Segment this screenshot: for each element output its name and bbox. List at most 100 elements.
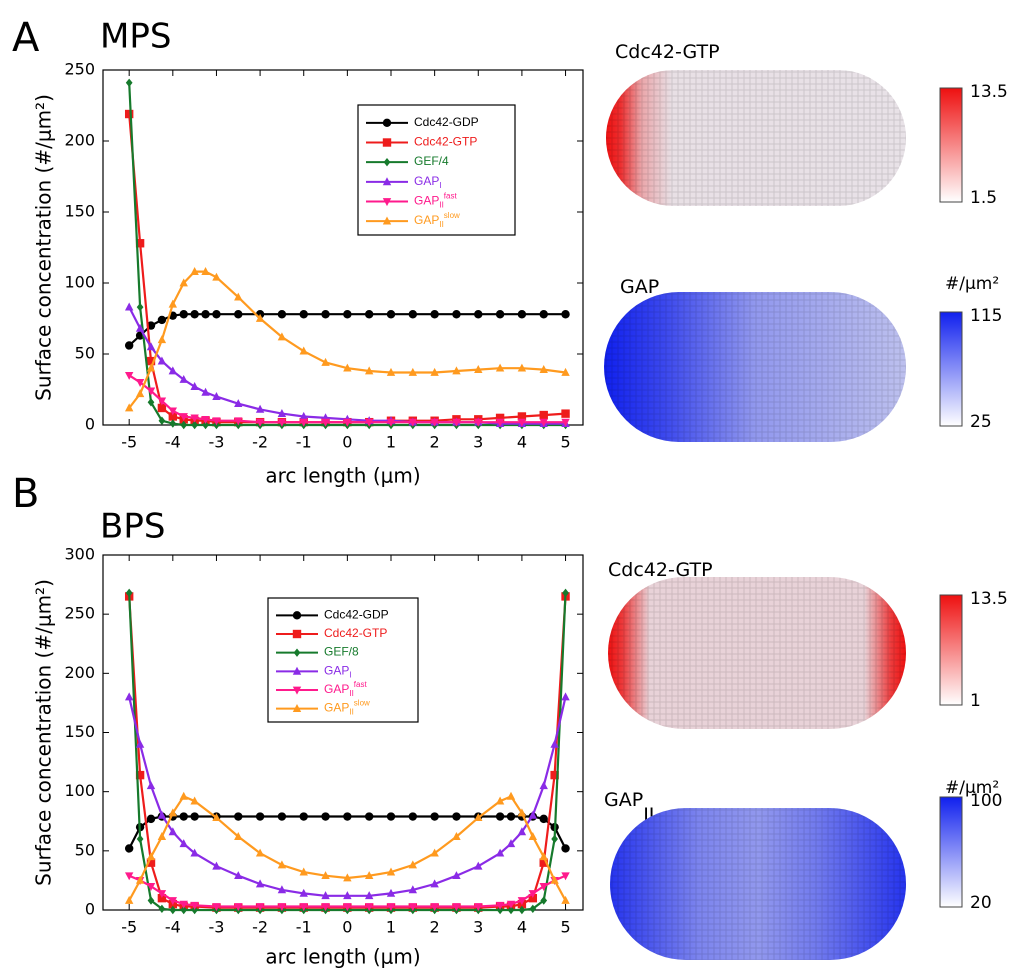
marker <box>190 848 199 857</box>
marker <box>201 310 210 319</box>
panel-label: B <box>12 471 39 517</box>
x-tick-label: 3 <box>473 918 483 937</box>
marker <box>539 310 548 319</box>
x-tick-label: -1 <box>296 918 312 937</box>
marker <box>277 332 287 341</box>
marker <box>474 813 483 822</box>
marker <box>430 812 439 821</box>
y-tick-label: 50 <box>75 344 95 363</box>
marker <box>299 310 308 319</box>
y-tick-label: 300 <box>64 545 95 564</box>
marker <box>201 267 210 275</box>
marker <box>539 852 548 861</box>
y-tick-label: 0 <box>85 900 95 919</box>
rendering-title-main: GAP <box>620 276 659 298</box>
marker <box>539 858 548 867</box>
marker <box>495 812 505 821</box>
marker <box>299 418 308 427</box>
marker <box>506 812 516 821</box>
marker <box>168 412 178 421</box>
marker <box>452 812 461 821</box>
marker <box>550 770 559 780</box>
marker <box>157 315 167 325</box>
y-tick-label: 150 <box>64 722 95 741</box>
marker <box>135 875 145 884</box>
marker <box>125 78 133 87</box>
legend-name: GEF/4 <box>414 154 449 168</box>
marker <box>408 903 418 912</box>
marker <box>343 903 352 912</box>
marker <box>157 335 167 344</box>
marker <box>157 356 167 365</box>
legend-sup: slow <box>354 699 370 708</box>
marker <box>179 374 188 383</box>
marker <box>364 891 374 900</box>
y-tick-label: 250 <box>64 60 95 79</box>
marker <box>517 897 527 906</box>
legend-name: GAP <box>414 174 439 188</box>
legend-label: GAPI <box>324 664 352 680</box>
colorbar <box>939 87 963 203</box>
marker <box>135 770 145 780</box>
marker <box>343 812 352 821</box>
marker <box>528 832 538 840</box>
marker <box>158 904 166 914</box>
marker <box>135 323 145 332</box>
marker <box>518 905 526 915</box>
rendering-title: GAPII <box>604 789 654 826</box>
y-axis-label: Surface concentration (#/μm²) <box>32 94 56 401</box>
marker <box>292 611 302 620</box>
marker <box>364 310 374 319</box>
marker <box>382 118 392 128</box>
x-tick-label: -1 <box>296 433 312 452</box>
x-tick-label: -4 <box>165 433 181 452</box>
marker <box>179 900 188 909</box>
marker <box>255 404 265 413</box>
x-tick-label: -3 <box>208 433 224 452</box>
marker <box>474 418 483 427</box>
marker <box>146 814 156 824</box>
series-line <box>128 313 566 347</box>
marker <box>343 310 352 319</box>
chart-title: BPS <box>100 507 165 547</box>
marker <box>517 827 527 836</box>
colorbar <box>939 594 963 706</box>
marker <box>136 302 144 312</box>
marker <box>474 365 483 373</box>
marker <box>386 903 396 912</box>
legend-label: GAPIIfast <box>414 192 457 210</box>
x-tick-label: -2 <box>252 433 268 452</box>
marker <box>277 310 287 319</box>
legend-name: GEF/8 <box>324 645 359 659</box>
marker <box>191 420 198 430</box>
marker <box>169 905 177 915</box>
marker <box>474 903 483 912</box>
rendering-title-main: GAP <box>604 789 643 811</box>
marker <box>507 905 515 915</box>
marker <box>234 812 243 821</box>
y-tick-label: 100 <box>64 781 95 800</box>
y-tick-label: 100 <box>64 273 95 292</box>
x-axis-label: arc length (μm) <box>265 464 420 488</box>
legend-name: Cdc42-GDP <box>414 115 479 129</box>
marker <box>343 891 352 900</box>
colorbar-max: 100 <box>970 791 1002 811</box>
marker <box>562 588 569 598</box>
marker <box>157 832 167 840</box>
marker <box>190 414 199 423</box>
capsule-mesh <box>604 292 906 442</box>
marker <box>382 198 392 207</box>
marker <box>495 413 505 423</box>
x-tick-label: -5 <box>121 918 137 937</box>
marker <box>299 411 308 420</box>
marker <box>528 810 538 819</box>
marker <box>364 903 374 912</box>
capsule-mesh <box>606 70 906 206</box>
marker <box>343 363 352 372</box>
marker <box>561 692 570 701</box>
y-tick-label: 200 <box>64 663 95 682</box>
marker <box>190 901 199 910</box>
marker <box>517 418 527 427</box>
legend-sup: slow <box>444 211 460 220</box>
